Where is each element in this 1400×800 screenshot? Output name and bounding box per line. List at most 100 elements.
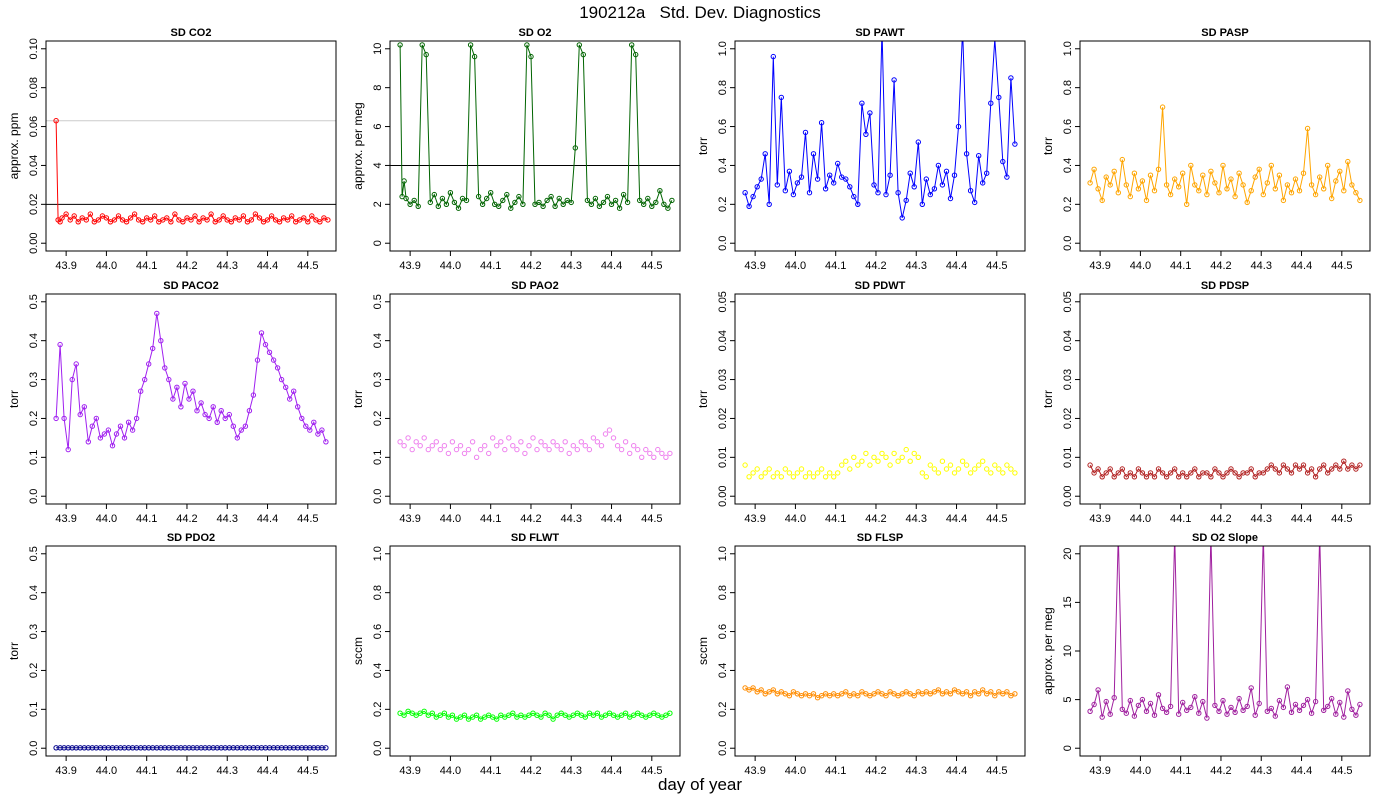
data-point [1212,180,1218,186]
data-point [1188,470,1194,476]
data-point [1288,470,1295,476]
data-point [1252,474,1258,480]
x-tick-label: 44.1 [136,260,157,272]
x-tick-label: 43.9 [1089,513,1110,525]
data-point [437,446,443,453]
series-line [399,44,673,210]
data-point [907,170,913,176]
y-tick-label: 0.4 [717,158,729,173]
x-tick-label: 44.1 [825,260,846,272]
data-point [1008,75,1014,81]
data-point [540,203,546,210]
data-point [208,211,214,217]
data-point [598,443,605,449]
y-axis-label: torr [1041,137,1055,155]
data-point [778,94,784,101]
data-point [935,687,942,693]
data-point [923,176,929,182]
data-point [1300,702,1307,709]
series-sd-paco2 [53,310,329,453]
data-point [111,217,118,223]
data-point [1119,466,1126,472]
x-tick-label: 44.5 [297,513,318,525]
data-point [955,466,962,472]
data-point [67,217,73,223]
x-tick-label: 43.9 [399,513,420,525]
data-point [935,470,942,476]
data-point [222,415,228,422]
data-point [976,462,982,468]
data-point [782,188,788,194]
data-point [584,197,591,204]
data-point [883,191,889,198]
data-point [568,199,574,206]
plot-frame [45,293,337,505]
y-tick-label: 0.02 [28,194,40,215]
y-tick-label: 8 [372,85,384,91]
data-point [655,446,661,453]
data-point [546,712,552,718]
x-tick-label: 44.3 [217,513,238,525]
data-point [1312,191,1319,198]
plot-frame [45,545,337,757]
x-tick-label: 44.3 [217,765,238,777]
data-point [967,188,974,194]
data-point [1200,172,1206,178]
data-point [287,396,293,402]
data-point [951,172,958,178]
data-point [831,474,837,480]
data-point [1349,182,1355,188]
data-point [1196,474,1202,480]
data-point [610,435,617,441]
data-point [947,462,954,468]
x-tick-label: 44.4 [1291,260,1312,272]
data-point [927,691,933,697]
data-point [413,439,419,445]
data-point [570,443,576,449]
data-point [445,450,452,457]
data-point [309,213,315,219]
data-point [425,446,431,453]
data-point [1123,182,1130,188]
data-point [899,215,905,221]
y-tick-label: 4 [372,162,384,168]
data-point [574,446,580,453]
data-point [1091,470,1097,476]
data-point [1172,176,1178,182]
data-point [421,435,427,441]
y-tick-label: 0.1 [372,450,384,465]
data-point [427,199,433,206]
y-tick-label: 6 [372,123,384,129]
data-point [951,470,958,476]
plot-frame [1079,40,1371,252]
data-point [822,186,829,192]
data-point [1353,190,1359,196]
y-tick-label: 0.00 [1062,486,1074,507]
data-point [411,197,417,204]
data-point [794,180,801,186]
data-point [895,190,901,196]
series-line [55,313,327,450]
x-tick-label: 44.4 [257,513,278,525]
data-point [158,338,164,344]
data-point [1103,470,1109,476]
data-point [57,341,63,348]
data-point [477,716,484,722]
data-point [1357,462,1363,468]
data-point [939,458,946,464]
x-tick-label: 44.2 [520,513,541,525]
data-point [437,712,443,718]
data-point [303,423,309,429]
data-point [550,716,556,722]
data-point [871,454,877,460]
data-point [490,435,496,441]
data-point [506,435,512,441]
panel-title: SD CO2 [171,27,212,39]
y-tick-label: 1.0 [372,546,384,561]
data-point [1103,698,1109,705]
data-point [1357,197,1363,204]
data-point [305,219,311,225]
data-point [397,42,403,48]
data-point [1188,162,1194,169]
data-point [1095,466,1101,472]
